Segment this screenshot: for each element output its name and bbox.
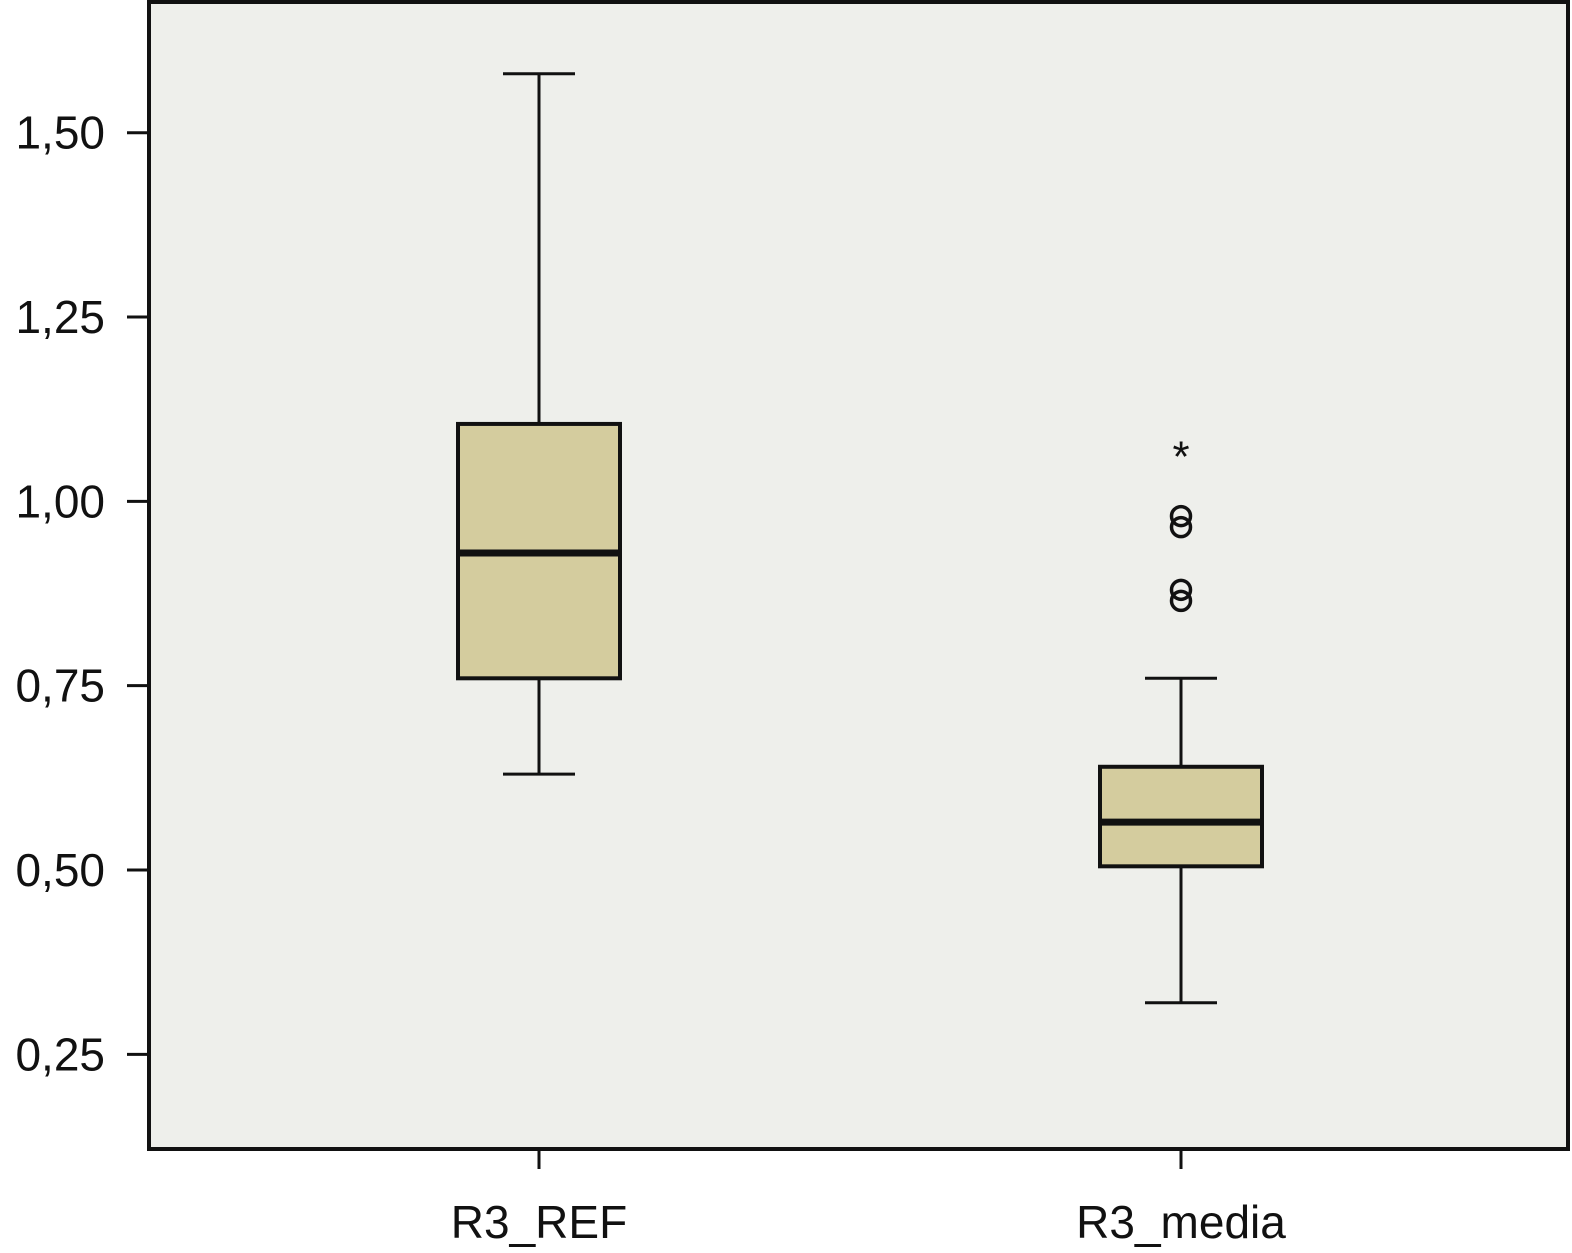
outlier-circle xyxy=(1169,578,1193,602)
x-axis: R3_REF R3_media xyxy=(451,1149,1286,1248)
y-tick-label: 0,50 xyxy=(15,844,105,896)
y-tick-label: 1,25 xyxy=(15,291,105,343)
outlier-circle xyxy=(1169,504,1193,528)
plot-area xyxy=(147,0,1570,1151)
box-series: * xyxy=(456,72,1264,1005)
x-category-label: R3_REF xyxy=(451,1196,627,1248)
y-axis: 0,25 0,50 0,75 1,00 1,25 1,50 xyxy=(15,107,149,1080)
outlier-circle xyxy=(1169,515,1193,539)
outlier-circle xyxy=(1169,589,1193,613)
y-tick-label: 1,50 xyxy=(15,107,105,159)
y-tick-label: 1,00 xyxy=(15,475,105,527)
y-tick-label: 0,75 xyxy=(15,660,105,712)
box-group-R3_REF xyxy=(456,72,622,776)
x-category-label: R3_media xyxy=(1076,1196,1286,1248)
y-tick-label: 0,25 xyxy=(15,1028,105,1080)
extreme-outlier-star: * xyxy=(1172,433,1189,482)
iqr-box xyxy=(1098,764,1264,869)
box-group-R3_media: * xyxy=(1098,433,1264,1005)
